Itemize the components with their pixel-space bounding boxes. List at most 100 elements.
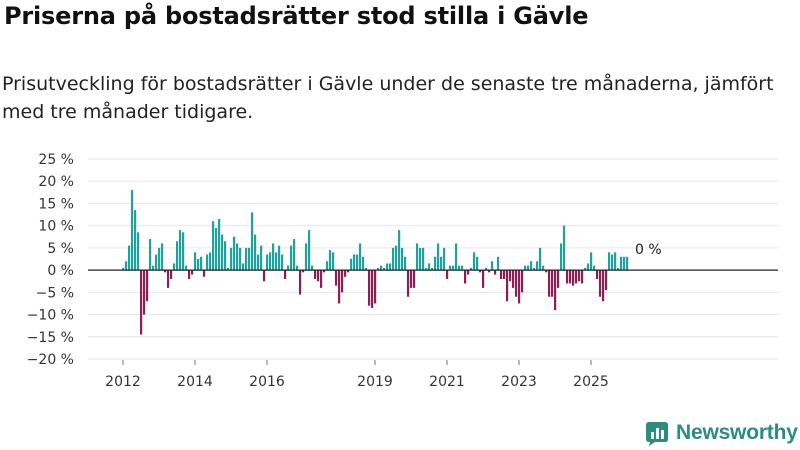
bar (197, 259, 200, 271)
bar (584, 267, 587, 271)
bar (419, 247, 422, 271)
bar (287, 265, 290, 271)
bar (368, 270, 371, 306)
bar (323, 270, 326, 273)
bar (317, 270, 320, 282)
bar (200, 256, 203, 271)
bar (563, 225, 566, 271)
bar (296, 265, 299, 271)
newsworthy-logo-text: Newsworthy (676, 421, 798, 444)
bar (383, 267, 386, 271)
bar (614, 252, 617, 271)
bar (491, 261, 494, 271)
bar (209, 252, 212, 271)
bar (206, 254, 209, 271)
bar (272, 243, 275, 271)
bar (308, 230, 311, 271)
bar (452, 265, 455, 271)
bar (179, 230, 182, 271)
bar (527, 265, 530, 271)
bar (248, 247, 251, 271)
bar (314, 270, 317, 279)
bar (245, 247, 248, 271)
bar (482, 270, 485, 288)
bar (626, 256, 629, 271)
bar (512, 270, 515, 288)
bar (566, 270, 569, 284)
x-tick-label: 2023 (501, 374, 537, 390)
bar (290, 245, 293, 271)
bar (467, 270, 470, 275)
bar (254, 234, 257, 271)
bar (443, 247, 446, 271)
bar (386, 263, 389, 271)
bar (623, 256, 626, 271)
y-tick-label: −20 % (27, 352, 74, 368)
bar (269, 252, 272, 271)
y-tick-label: 20 % (38, 174, 74, 190)
bar (611, 254, 614, 271)
bar (500, 270, 503, 279)
bar (425, 267, 428, 271)
bar (341, 270, 344, 293)
bar (281, 254, 284, 271)
bar (263, 270, 266, 282)
bar (338, 270, 341, 304)
bar (485, 267, 488, 271)
bar (560, 243, 563, 271)
bar (413, 270, 416, 288)
bar (545, 270, 548, 273)
bar (407, 270, 410, 297)
bar (242, 263, 245, 271)
bar (218, 219, 221, 271)
bar (494, 270, 497, 275)
bar (278, 245, 281, 271)
bar (203, 270, 206, 277)
bar (464, 270, 467, 284)
bar (398, 230, 401, 271)
bar (236, 243, 239, 271)
bar (350, 259, 353, 271)
x-tick-label: 2021 (429, 374, 465, 390)
bar (353, 254, 356, 271)
bar (173, 263, 176, 271)
bar (521, 270, 524, 293)
bar (455, 243, 458, 271)
newsworthy-logo-icon (646, 422, 668, 446)
bar (143, 270, 146, 315)
bar (470, 267, 473, 271)
bar (194, 252, 197, 271)
bar (458, 265, 461, 271)
bar (440, 256, 443, 271)
bar-chart: 25 % 20 % 15 % 10 % 5 % 0 % −5 % −10 % −15 % −20 … (27, 152, 778, 390)
bar (164, 270, 167, 273)
bar (131, 190, 134, 271)
bar (422, 247, 425, 271)
bar (581, 270, 584, 284)
bar (506, 270, 509, 302)
bar (275, 252, 278, 271)
bar (599, 270, 602, 297)
x-tick-label: 2019 (357, 374, 393, 390)
bar (401, 247, 404, 271)
bar (569, 270, 572, 284)
bar (344, 270, 347, 277)
bar (533, 267, 536, 271)
bar (578, 270, 581, 282)
bar (395, 245, 398, 271)
bar (416, 243, 419, 271)
bar (461, 265, 464, 271)
bar (428, 263, 431, 271)
bar (620, 256, 623, 271)
bar (161, 243, 164, 271)
bar (347, 270, 350, 273)
bar (590, 252, 593, 271)
bar (503, 270, 506, 279)
bar (608, 252, 611, 271)
bar (593, 265, 596, 271)
bar (224, 241, 227, 271)
bar (212, 221, 215, 271)
bar (299, 270, 302, 295)
bar (473, 252, 476, 271)
bar (587, 263, 590, 271)
